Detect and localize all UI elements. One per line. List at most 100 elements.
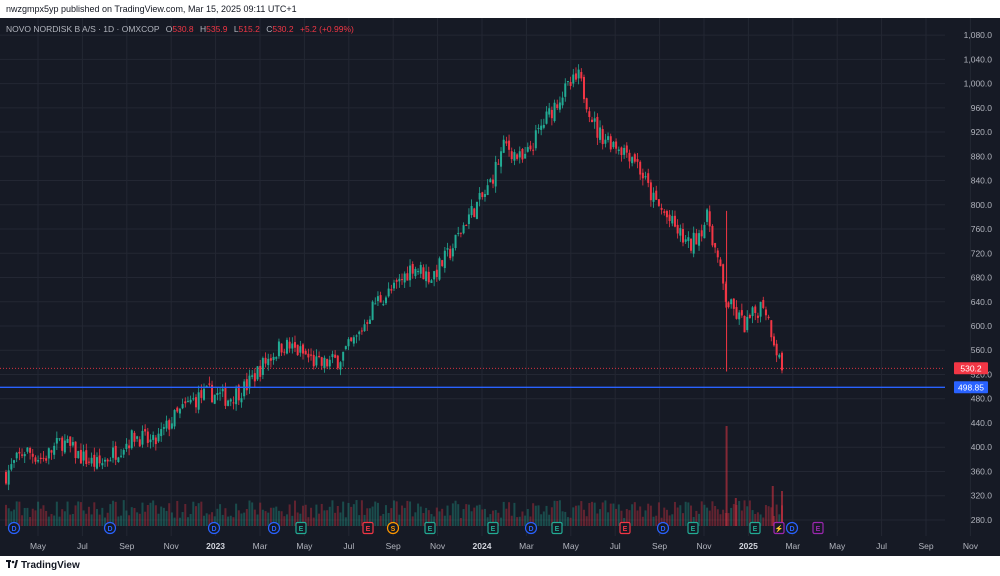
event-marker-label: E [816, 526, 821, 533]
event-marker[interactable]: E [619, 521, 631, 535]
event-marker[interactable]: D [524, 521, 538, 535]
candle-body [655, 190, 658, 200]
candle-body [588, 111, 591, 118]
chart-canvas[interactable]: 1,080.0 1,040.0 1,000.0 960.0 920.0 880.0 840.… [0, 18, 1000, 556]
volume-bar [200, 501, 203, 526]
volume-bar [58, 516, 61, 526]
volume-spike [781, 491, 783, 526]
event-marker[interactable]: D [7, 521, 21, 535]
symbol-legend[interactable]: NOVO NORDISK B A/S · 1D · OMXCOP O530.8 … [6, 24, 354, 34]
volume-bar [660, 517, 663, 526]
volume-bar [596, 513, 599, 526]
last-price-value: 530.2 [960, 363, 982, 373]
volume-bar [607, 512, 610, 526]
candle-body [727, 302, 730, 308]
candle-body [382, 304, 385, 306]
candle-body [524, 153, 527, 159]
volume-bar [144, 511, 147, 526]
volume-bar [347, 502, 350, 526]
candle-body [497, 163, 500, 165]
candle-body [122, 450, 125, 455]
volume-bar [740, 510, 743, 526]
candle-body [663, 211, 666, 213]
volume-bar [109, 504, 112, 526]
event-marker[interactable]: S [386, 521, 400, 535]
candle-body [261, 358, 264, 375]
volume-bar [633, 502, 636, 526]
candle-body [620, 147, 623, 156]
candle-body [63, 440, 66, 453]
candle-body [660, 207, 663, 210]
volume-bar [219, 504, 222, 526]
price-tick-label: 520.0 [971, 369, 993, 379]
event-marker[interactable]: E [812, 521, 824, 535]
symbol-name[interactable]: NOVO NORDISK B A/S · 1D · OMXCOP [6, 24, 160, 34]
event-marker[interactable]: ⚡ [773, 521, 785, 535]
volume-bar [237, 510, 240, 526]
event-marker[interactable]: D [656, 521, 670, 535]
candle-body [125, 443, 128, 449]
event-marker[interactable]: D [267, 521, 281, 535]
event-marker[interactable]: D [103, 521, 117, 535]
volume-bar [692, 516, 695, 526]
volume-bar [465, 504, 468, 526]
volume-bar [542, 511, 545, 526]
volume-bar [665, 509, 668, 526]
volume-bar [679, 505, 682, 526]
volume-bar [730, 507, 733, 526]
event-marker[interactable]: E [295, 521, 307, 535]
candle-body [612, 141, 615, 148]
event-marker[interactable]: E [551, 521, 563, 535]
volume-bar [449, 515, 452, 526]
event-marker[interactable]: D [207, 521, 221, 535]
candle-body [398, 278, 401, 282]
candle-body [601, 129, 604, 145]
event-marker-shape [295, 521, 307, 535]
event-marker-shape [656, 521, 670, 535]
event-marker-label: D [789, 526, 794, 533]
volume-bar [727, 513, 730, 526]
volume-bar [401, 505, 404, 526]
candle-body [221, 388, 224, 392]
candle-body [224, 387, 227, 406]
candle-body [109, 460, 112, 462]
volume-bar [235, 503, 238, 526]
candle-body [336, 355, 339, 369]
price-axis: 1,080.0 1,040.0 1,000.0 960.0 920.0 880.0 840.… [954, 30, 992, 525]
candle-body [566, 81, 569, 83]
candle-body [170, 423, 173, 429]
event-marker[interactable]: E [362, 521, 374, 535]
candle-body [609, 136, 612, 150]
chart-pane[interactable]: 1,080.0 1,040.0 1,000.0 960.0 920.0 880.0 840.… [0, 18, 1000, 556]
volume-bar [615, 508, 618, 526]
candle-body [550, 109, 553, 119]
event-marker[interactable]: E [424, 521, 436, 535]
candle-body [537, 127, 540, 129]
event-marker[interactable]: E [749, 521, 761, 535]
candle-body [53, 445, 56, 455]
last-price-badge [954, 362, 988, 375]
candle-body [636, 159, 639, 162]
tradingview-logo[interactable]: TradingView [6, 560, 80, 571]
price-tick-label: 600.0 [971, 321, 993, 331]
volume-bar [384, 505, 387, 526]
candle-body [205, 385, 208, 387]
candle-body [449, 248, 452, 259]
volume-bar [106, 512, 109, 526]
candle-body [516, 154, 519, 159]
volume-bar [716, 509, 719, 526]
event-marker[interactable]: E [687, 521, 699, 535]
price-tick-label: 640.0 [971, 297, 993, 307]
event-marker[interactable]: E [487, 521, 499, 535]
candle-body [186, 400, 189, 402]
candle-body [318, 355, 321, 357]
volume-bar [288, 504, 291, 526]
volume-bar [663, 507, 666, 526]
event-marker[interactable]: D [785, 521, 799, 535]
volume-bar [53, 515, 56, 526]
volume-bar [516, 517, 519, 526]
candle-body [722, 264, 725, 284]
volume-bar [170, 512, 173, 526]
volume-bar [612, 503, 615, 526]
time-tick-label: Jul [77, 541, 88, 551]
